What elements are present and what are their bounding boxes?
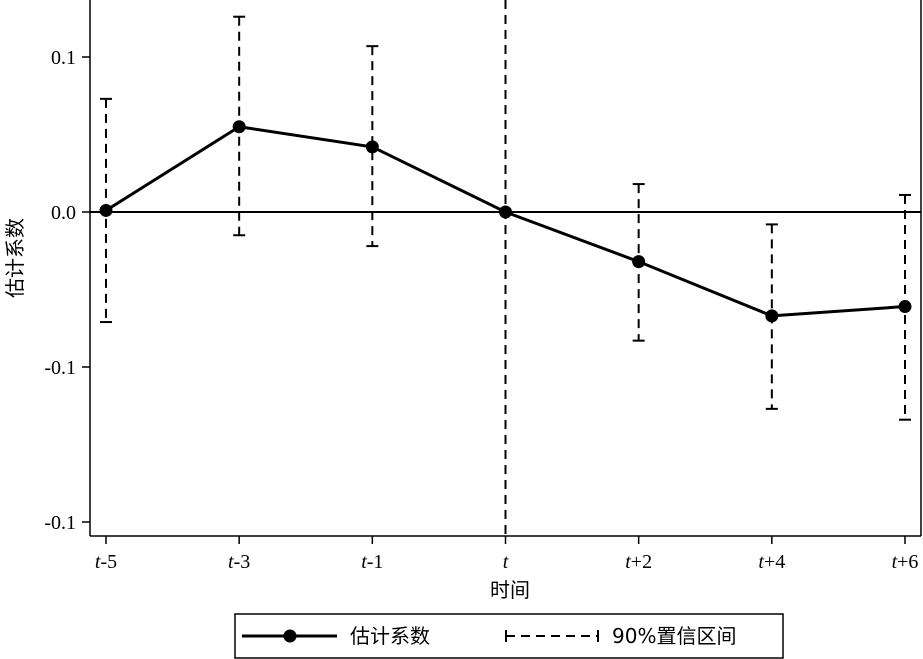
x-tick-label: t [503,551,509,573]
data-point [765,309,779,323]
legend-label-coef: 估计系数 [350,624,430,648]
reference-lines [90,0,921,536]
tick-labels: 0.1 0.0 -0.1 -0.1 t-5 t-3 t-1 t t+2 t+4 t+6 [44,47,918,573]
legend-label-ci: 90%置信区间 [612,624,736,648]
data-point [365,140,379,154]
y-tick-label: 0.1 [51,47,76,69]
y-tick-label: -0.1 [44,357,76,379]
data-point [632,255,646,269]
data-point [898,300,912,314]
data-point [99,203,113,217]
y-tick-label: -0.1 [44,512,76,534]
x-axis-title: 时间 [490,578,530,602]
x-tick-label: t+2 [625,551,652,573]
x-tick-label: t+6 [892,551,919,573]
x-tick-label: t+4 [758,551,785,573]
x-tick-label: t-5 [95,551,117,573]
data-points [99,120,912,323]
y-tick-label: 0.0 [51,202,76,224]
data-point [232,120,246,134]
x-tick-label: t-3 [228,551,250,573]
legend-point-marker [283,629,297,643]
x-tick-label: t-1 [361,551,383,573]
legend: 估计系数 90%置信区间 [234,613,784,659]
data-point [499,205,512,219]
y-axis-title: 估计系数 [3,218,27,298]
